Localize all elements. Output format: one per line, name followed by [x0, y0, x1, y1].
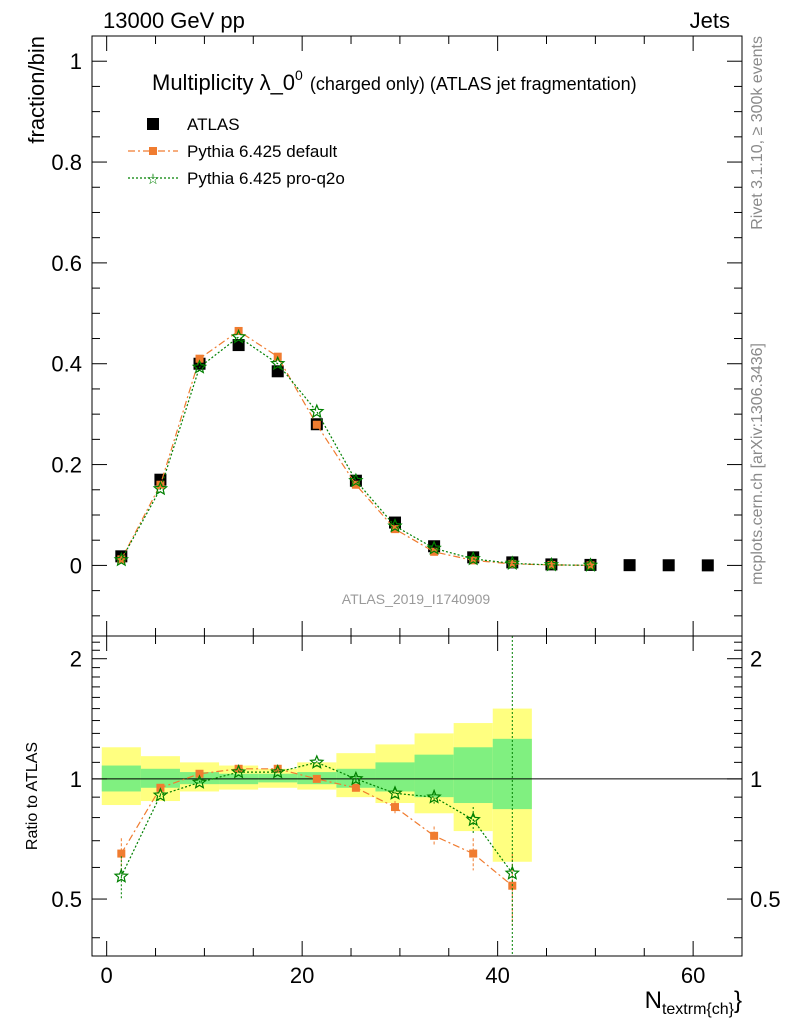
ratio-axes: 0.5 0.51 12 20 20 40 60	[51, 636, 781, 988]
main-axes: 0 0.2 0.4 0.6 0.8 1	[51, 36, 742, 636]
series-line-pythia-6-425-default	[120, 330, 591, 566]
ratio-point-pythia-6-425-default	[312, 774, 321, 783]
legend-label-pythia-pro-q2o: Pythia 6.425 pro-q2o	[187, 169, 345, 188]
main-ytick-label: 1	[70, 49, 82, 74]
ratio-ytick-label-right: 1	[750, 767, 762, 792]
legend-marker-pythia-pro-q2o: ☆	[146, 171, 159, 188]
ratio-band-inner	[258, 773, 298, 783]
data-point-pythia-6-425-pro-q2o	[504, 555, 520, 570]
data-point-pythia-6-425-pro-q2o	[152, 480, 169, 496]
data-point-pythia-6-425-pro-q2o	[191, 359, 208, 374]
data-point-pythia-6-425-pro-q2o	[309, 403, 325, 419]
data-point-atlas	[623, 559, 636, 572]
data-point-pythia-6-425-pro-q2o	[426, 540, 442, 555]
main-title-main: Multiplicity λ_0	[152, 70, 295, 95]
ratio-data-layer	[92, 636, 742, 956]
ratio-xtick-label: 40	[485, 963, 509, 988]
main-ytick-label: 0.6	[51, 251, 82, 276]
analysis-watermark: ATLAS_2019_I1740909	[342, 591, 491, 607]
series-line-pythia-6-425-pro-q2o	[120, 336, 591, 566]
ratio-xlabel-main: N	[645, 987, 662, 1014]
data-point-pythia-6-425-pro-q2o	[582, 557, 599, 572]
main-ylabel: fraction/bin	[24, 36, 49, 144]
data-point-pythia-6-425-pro-q2o	[387, 518, 403, 533]
legend-marker-pythia-default	[149, 147, 157, 155]
ratio-point-pythia-6-425-default	[117, 849, 126, 858]
data-point-atlas	[701, 559, 714, 572]
ratio-panel-frame	[91, 635, 743, 957]
data-point-pythia-6-425-pro-q2o	[543, 556, 560, 572]
ratio-point-pythia-6-425-pro-q2o	[309, 754, 325, 769]
data-point-pythia-6-425-default	[312, 420, 321, 429]
ratio-xtick-label: 0	[101, 963, 113, 988]
data-point-atlas	[662, 559, 675, 572]
ratio-panel: 0.5 0.51 12 20 20 40 60 Ratio to ATLAS Ntextrm…	[24, 635, 781, 1018]
ratio-point-pythia-6-425-pro-q2o	[348, 770, 364, 786]
data-point-pythia-6-425-pro-q2o	[269, 355, 286, 371]
legend-entry-pythia-default: Pythia 6.425 default	[128, 142, 338, 161]
legend-label-pythia-default: Pythia 6.425 default	[187, 142, 338, 161]
ratio-point-pythia-6-425-pro-q2o	[504, 865, 521, 880]
ratio-point-pythia-6-425-pro-q2o	[113, 868, 130, 883]
rivet-version-label: Rivet 3.1.10, ≥ 300k events	[749, 36, 766, 230]
ratio-ytick-label: 0.5	[51, 887, 82, 912]
ratio-line-pythia-6-425-pro-q2o	[120, 761, 513, 877]
legend-label-atlas: ATLAS	[187, 115, 240, 134]
data-point-pythia-6-425-default	[195, 354, 204, 363]
main-panel: 0 0.2 0.4 0.6 0.8 1 fraction/bin Multiplicity…	[24, 35, 743, 637]
main-ytick-label: 0.8	[51, 150, 82, 175]
ratio-xlabel: Ntextrm{ch}}	[645, 987, 742, 1018]
mcplots-label: mcplots.cern.ch [arXiv:1306.3436]	[749, 343, 766, 585]
ratio-point-pythia-6-425-default	[234, 764, 243, 773]
ratio-ylabel: Ratio to ATLAS	[24, 742, 41, 850]
data-point-pythia-6-425-default	[547, 560, 556, 569]
header-process-label: Jets	[690, 8, 730, 33]
ratio-point-pythia-6-425-pro-q2o	[230, 764, 247, 779]
data-point-pythia-6-425-default	[351, 480, 360, 489]
data-point-pythia-6-425-pro-q2o	[348, 472, 364, 488]
ratio-xlabel-subscript: textrm{ch}	[662, 1001, 735, 1018]
ratio-point-pythia-6-425-pro-q2o	[387, 785, 403, 800]
data-point-pythia-6-425-pro-q2o	[465, 550, 481, 566]
ratio-point-pythia-6-425-default	[469, 849, 478, 858]
main-data-layer	[113, 326, 714, 572]
ratio-band-inner	[453, 747, 493, 804]
main-title-superscript: 0	[295, 67, 303, 83]
data-point-pythia-6-425-pro-q2o	[113, 551, 129, 567]
data-point-pythia-6-425-default	[469, 556, 478, 565]
ratio-xtick-label: 60	[681, 963, 705, 988]
ratio-point-pythia-6-425-pro-q2o	[465, 811, 481, 827]
ratio-xlabel-closing-brace: }	[734, 987, 742, 1014]
ratio-ytick-label-right: 0.5	[750, 887, 781, 912]
ratio-band-inner	[179, 772, 220, 785]
data-point-pythia-6-425-pro-q2o	[230, 328, 247, 344]
data-point-pythia-6-425-default	[156, 480, 165, 489]
ratio-point-pythia-6-425-default	[195, 769, 204, 778]
legend-marker-atlas	[147, 118, 159, 130]
ratio-ytick-label-right: 2	[750, 647, 762, 672]
ratio-xtick-label: 20	[290, 963, 314, 988]
main-ytick-label: 0.2	[51, 453, 82, 478]
data-point-pythia-6-425-default	[508, 559, 517, 568]
main-title-suffix: (charged only) (ATLAS jet fragmentation)	[310, 74, 637, 94]
ratio-band-inner	[140, 768, 180, 788]
ratio-point-pythia-6-425-pro-q2o	[270, 764, 286, 779]
ratio-point-pythia-6-425-default	[430, 831, 439, 840]
main-ytick-label: 0	[70, 553, 82, 578]
legend-entry-atlas: ATLAS	[147, 115, 240, 134]
ratio-ytick-label: 1	[70, 767, 82, 792]
legend: ATLAS Pythia 6.425 default ☆ Pythia 6.42…	[128, 115, 345, 188]
header-collision-label: 13000 GeV pp	[103, 8, 245, 33]
ratio-point-pythia-6-425-pro-q2o	[426, 789, 442, 804]
main-title: Multiplicity λ_00 (charged only) (ATLAS j…	[152, 67, 637, 95]
ratio-ytick-label: 2	[70, 647, 82, 672]
main-ytick-label: 0.4	[51, 352, 82, 377]
ratio-point-pythia-6-425-default	[351, 783, 360, 792]
ratio-point-pythia-6-425-default	[391, 803, 400, 812]
ratio-point-pythia-6-425-pro-q2o	[152, 787, 169, 802]
legend-entry-pythia-pro-q2o: ☆ Pythia 6.425 pro-q2o	[128, 169, 345, 188]
ratio-point-pythia-6-425-default	[273, 764, 282, 773]
ratio-point-pythia-6-425-pro-q2o	[191, 774, 208, 789]
